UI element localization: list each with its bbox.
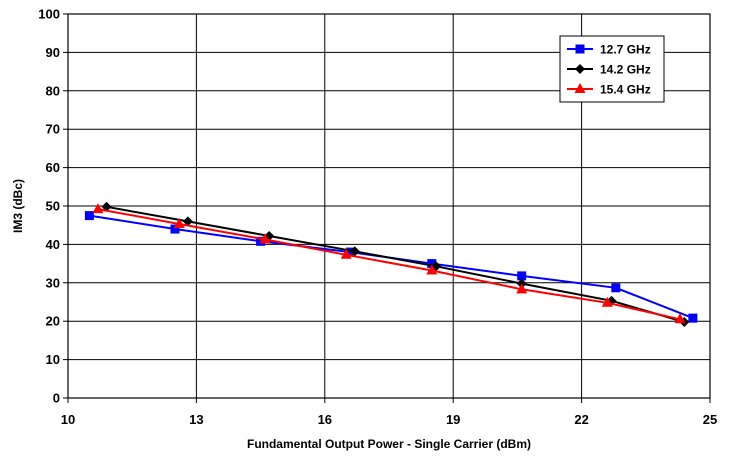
y-tick-label: 20 bbox=[46, 314, 60, 329]
data-point bbox=[516, 283, 528, 294]
y-tick-label: 100 bbox=[38, 7, 60, 22]
x-axis-title: Fundamental Output Power - Single Carrie… bbox=[247, 437, 531, 451]
x-tick-label: 22 bbox=[574, 412, 588, 427]
x-tick-label: 10 bbox=[61, 412, 75, 427]
series-2 bbox=[92, 203, 686, 324]
data-point bbox=[173, 218, 185, 229]
data-point bbox=[92, 203, 104, 214]
y-tick-label: 10 bbox=[46, 352, 60, 367]
x-tick-label: 13 bbox=[189, 412, 203, 427]
legend-item: 15.4 GHz bbox=[567, 83, 651, 97]
data-point bbox=[259, 233, 271, 244]
data-point bbox=[426, 264, 438, 275]
y-tick-label: 80 bbox=[46, 83, 60, 98]
data-point bbox=[345, 247, 355, 257]
data-point bbox=[517, 271, 527, 281]
legend: 12.7 GHz 14.2 GHz 15.4 GHz bbox=[559, 35, 665, 103]
legend-marker bbox=[574, 83, 586, 93]
series-line bbox=[97, 208, 681, 321]
data-point bbox=[349, 246, 360, 257]
x-tick-label: 25 bbox=[703, 412, 717, 427]
data-point bbox=[182, 216, 193, 227]
data-point bbox=[340, 248, 352, 259]
data-point bbox=[601, 296, 613, 307]
data-point bbox=[688, 313, 698, 323]
grid bbox=[68, 14, 710, 398]
legend-label: 14.2 GHz bbox=[600, 63, 651, 77]
legend-label: 12.7 GHz bbox=[600, 43, 651, 57]
y-tick-label: 90 bbox=[46, 45, 60, 60]
y-tick-label: 0 bbox=[53, 391, 60, 406]
y-axis-title: IM3 (dBc) bbox=[11, 179, 25, 233]
data-point bbox=[170, 224, 180, 234]
y-tick-label: 40 bbox=[46, 237, 60, 252]
legend-item: 14.2 GHz bbox=[567, 63, 651, 77]
data-point bbox=[84, 211, 94, 221]
x-tick-label: 16 bbox=[318, 412, 332, 427]
x-tick-label: 19 bbox=[446, 412, 460, 427]
legend-item: 12.7 GHz bbox=[567, 43, 651, 57]
legend-marker bbox=[575, 64, 585, 74]
legend-marker bbox=[575, 44, 585, 54]
series-layer bbox=[84, 201, 698, 327]
y-tick-label: 50 bbox=[46, 199, 60, 214]
y-tick-label: 70 bbox=[46, 122, 60, 137]
series-line bbox=[106, 205, 685, 323]
data-point bbox=[427, 259, 437, 269]
legend-label: 15.4 GHz bbox=[600, 83, 651, 97]
data-point bbox=[674, 313, 686, 324]
data-point bbox=[611, 283, 621, 293]
y-tick-label: 60 bbox=[46, 160, 60, 175]
y-tick-label: 30 bbox=[46, 275, 60, 290]
